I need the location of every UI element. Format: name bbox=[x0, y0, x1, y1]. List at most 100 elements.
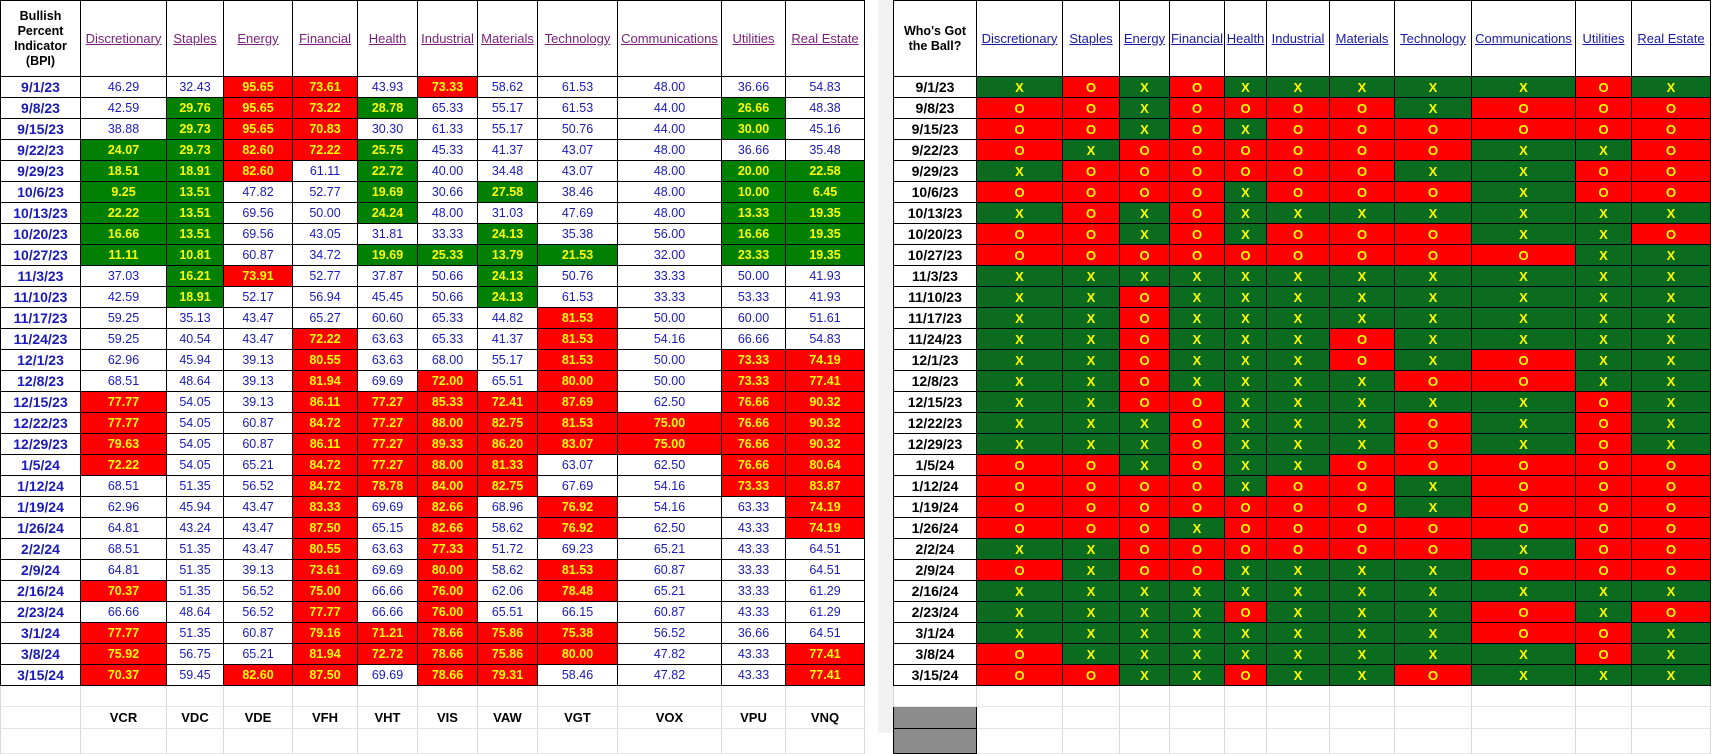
sector-link-energy[interactable]: Energy bbox=[237, 30, 279, 46]
ball-mark-cell: O bbox=[1329, 454, 1395, 476]
ball-mark-cell: X bbox=[1631, 370, 1711, 392]
bpi-cell: 76.66 bbox=[721, 454, 786, 476]
ball-sector-link-health[interactable]: Health bbox=[1226, 30, 1265, 46]
row-date: 3/15/24 bbox=[0, 664, 81, 686]
row-date: 11/17/23 bbox=[0, 307, 81, 329]
ball-mark-cell: X bbox=[1266, 202, 1330, 224]
bpi-row: 11/17/23 59.25 35.13 43.47 65.27 60.60 65.33 44… bbox=[0, 307, 865, 329]
ball-mark-cell: X bbox=[1394, 160, 1472, 182]
ball-sector-link-energy[interactable]: Energy bbox=[1123, 30, 1166, 46]
empty-cell bbox=[1062, 706, 1120, 729]
ball-mark-cell: O bbox=[976, 181, 1063, 203]
empty-cell bbox=[721, 728, 786, 754]
sector-link-materials[interactable]: Materials bbox=[481, 30, 534, 46]
bpi-cell: 81.53 bbox=[537, 412, 618, 434]
bpi-cell: 80.55 bbox=[292, 349, 358, 371]
ball-mark-cell: X bbox=[1329, 559, 1395, 581]
ball-mark-cell: X bbox=[1062, 559, 1120, 581]
ball-sector-link-real-estate[interactable]: Real Estate bbox=[1637, 30, 1705, 46]
ball-sector-link-communications[interactable]: Communications bbox=[1475, 30, 1572, 46]
empty-cell bbox=[1169, 685, 1225, 707]
bpi-row: 3/1/24 77.77 51.35 60.87 79.16 71.21 78.66 75.8… bbox=[0, 622, 865, 644]
bpi-row: 12/8/23 68.51 48.64 39.13 81.94 69.69 72.00 65.… bbox=[0, 370, 865, 392]
bpi-cell: 80.64 bbox=[785, 454, 865, 476]
sector-link-discretionary[interactable]: Discretionary bbox=[85, 30, 162, 46]
ball-sector-link-financial[interactable]: Financial bbox=[1170, 30, 1224, 46]
sector-link-financial[interactable]: Financial bbox=[298, 30, 352, 46]
empty-cell bbox=[785, 728, 865, 754]
bpi-cell: 33.33 bbox=[721, 580, 786, 602]
ball-mark-cell: X bbox=[1631, 328, 1711, 350]
ball-mark-cell: X bbox=[1471, 223, 1576, 245]
ball-mark-cell: O bbox=[1062, 664, 1120, 686]
row-date: 10/6/23 bbox=[0, 181, 81, 203]
ball-mark-cell: X bbox=[1394, 475, 1472, 497]
ball-mark-cell: O bbox=[1224, 664, 1267, 686]
ball-mark-cell: X bbox=[1169, 643, 1225, 665]
empty-cell bbox=[1394, 728, 1472, 754]
ball-row: 1/26/24 O O O X O O O O O O O bbox=[893, 517, 1711, 539]
sector-header-cell: Technology bbox=[1394, 0, 1472, 77]
bpi-row: 9/1/23 46.29 32.43 95.65 73.61 43.93 73.33 58.6… bbox=[0, 76, 865, 98]
bpi-cell: 11.11 bbox=[80, 244, 167, 266]
bpi-cell: 77.33 bbox=[417, 538, 478, 560]
ball-sector-link-utilities[interactable]: Utilities bbox=[1582, 30, 1625, 46]
sector-link-health[interactable]: Health bbox=[368, 30, 407, 46]
ball-sector-link-staples[interactable]: Staples bbox=[1069, 30, 1113, 46]
ball-mark-cell: O bbox=[1266, 160, 1330, 182]
ball-row: 2/2/24 X X O O O O O O X O O bbox=[893, 538, 1711, 560]
bpi-cell: 23.33 bbox=[721, 244, 786, 266]
ball-mark-cell: X bbox=[1575, 139, 1632, 161]
ball-mark-cell: O bbox=[1631, 475, 1711, 497]
bpi-cell: 67.69 bbox=[537, 475, 618, 497]
ball-mark-cell: O bbox=[1224, 601, 1267, 623]
bpi-cell: 82.75 bbox=[477, 412, 538, 434]
ball-sector-link-materials[interactable]: Materials bbox=[1335, 30, 1389, 46]
sector-link-industrial[interactable]: Industrial bbox=[421, 30, 474, 46]
bpi-cell: 47.82 bbox=[617, 643, 722, 665]
row-date: 9/29/23 bbox=[0, 160, 81, 182]
ball-mark-cell: X bbox=[976, 370, 1063, 392]
empty-row bbox=[893, 728, 1711, 754]
ball-sector-link-industrial[interactable]: Industrial bbox=[1271, 30, 1325, 46]
ball-mark-cell: O bbox=[1062, 223, 1120, 245]
ball-mark-cell: X bbox=[976, 538, 1063, 560]
bpi-cell: 13.51 bbox=[166, 202, 224, 224]
bpi-cell: 39.13 bbox=[223, 559, 293, 581]
bpi-cell: 50.66 bbox=[417, 265, 478, 287]
ball-mark-cell: O bbox=[1329, 475, 1395, 497]
bpi-cell: 70.83 bbox=[292, 118, 358, 140]
bpi-cell: 80.55 bbox=[292, 538, 358, 560]
bpi-cell: 82.60 bbox=[223, 664, 293, 686]
ball-sector-link-technology[interactable]: Technology bbox=[1400, 30, 1466, 46]
bpi-cell: 69.69 bbox=[357, 496, 418, 518]
empty-cell bbox=[1575, 706, 1632, 729]
ball-mark-cell: O bbox=[1119, 160, 1170, 182]
ball-mark-cell: O bbox=[1575, 391, 1632, 413]
sector-link-technology[interactable]: Technology bbox=[544, 30, 611, 46]
row-date: 9/22/23 bbox=[893, 139, 977, 161]
ball-mark-cell: O bbox=[1575, 622, 1632, 644]
sector-link-communications[interactable]: Communications bbox=[621, 30, 718, 46]
bpi-cell: 30.66 bbox=[417, 181, 478, 203]
ball-mark-cell: X bbox=[1329, 664, 1395, 686]
ball-mark-cell: O bbox=[1169, 433, 1225, 455]
ball-mark-cell: O bbox=[1631, 118, 1711, 140]
ball-mark-cell: O bbox=[1329, 223, 1395, 245]
bpi-cell: 32.00 bbox=[617, 244, 722, 266]
ball-row: 11/10/23 X X O X X X X X X X X bbox=[893, 286, 1711, 308]
bpi-cell: 76.00 bbox=[417, 580, 478, 602]
ball-sector-link-discretionary[interactable]: Discretionary bbox=[981, 30, 1058, 46]
sector-link-real-estate[interactable]: Real Estate bbox=[791, 30, 859, 46]
sector-header-cell: Real Estate bbox=[785, 0, 865, 77]
bpi-cell: 59.25 bbox=[80, 328, 167, 350]
ball-mark-cell: X bbox=[1266, 370, 1330, 392]
ball-mark-cell: O bbox=[1471, 622, 1576, 644]
ball-mark-cell: O bbox=[1169, 97, 1225, 119]
sector-link-utilities[interactable]: Utilities bbox=[732, 30, 775, 46]
bpi-cell: 88.00 bbox=[417, 412, 478, 434]
ball-mark-cell: O bbox=[1266, 475, 1330, 497]
empty-cell bbox=[1575, 685, 1632, 707]
sector-link-staples[interactable]: Staples bbox=[173, 30, 217, 46]
ball-mark-cell: O bbox=[976, 559, 1063, 581]
